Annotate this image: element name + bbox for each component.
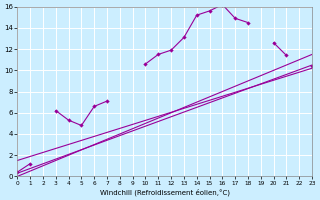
X-axis label: Windchill (Refroidissement éolien,°C): Windchill (Refroidissement éolien,°C) (100, 188, 230, 196)
